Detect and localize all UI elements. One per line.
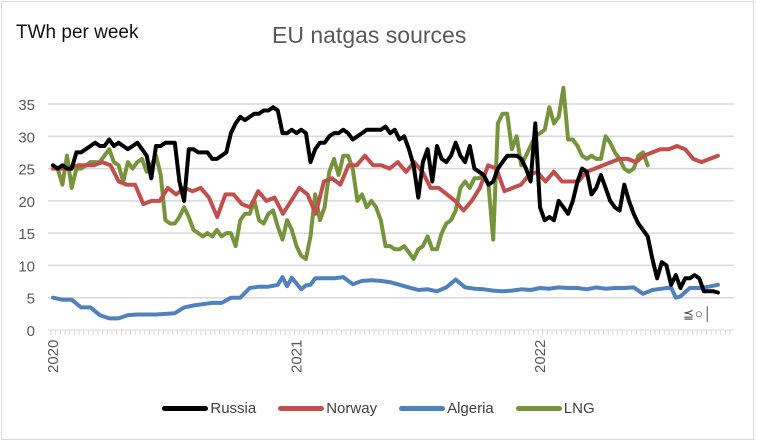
y-tick-label: 5 bbox=[27, 291, 35, 308]
y-tick-label: 15 bbox=[18, 226, 35, 243]
legend-label: Algeria bbox=[447, 400, 494, 417]
y-tick-label: 30 bbox=[18, 129, 35, 146]
legend-swatch-algeria bbox=[399, 406, 446, 411]
series-line-lng bbox=[51, 85, 650, 261]
legend-item-lng: LNG bbox=[515, 400, 595, 417]
legend-swatch-russia bbox=[162, 406, 209, 411]
y-tick-label: 10 bbox=[18, 258, 35, 275]
legend-label: LNG bbox=[563, 400, 595, 417]
y-axis-label: TWh per week bbox=[16, 22, 139, 43]
y-tick-label: 25 bbox=[18, 162, 35, 179]
series-line-norway bbox=[51, 144, 720, 219]
y-tick-label: 35 bbox=[18, 97, 35, 114]
watermark-icons: ⪳○│ bbox=[683, 306, 713, 321]
x-tick-label: 2021 bbox=[289, 340, 306, 373]
y-axis-ticks: 0 5 10 15 20 25 30 35 bbox=[18, 97, 35, 340]
x-tick-label: 2022 bbox=[532, 340, 549, 373]
legend-label: Russia bbox=[210, 400, 257, 417]
chart-title: EU natgas sources bbox=[272, 22, 467, 48]
series-lines bbox=[51, 85, 720, 321]
legend-swatch-lng bbox=[515, 406, 562, 411]
x-axis: 2020 2021 2022 bbox=[45, 329, 734, 373]
y-tick-label: 20 bbox=[18, 194, 35, 211]
legend: Russia Norway Algeria LNG bbox=[0, 400, 757, 417]
legend-label: Norway bbox=[326, 400, 378, 417]
legend-swatch-norway bbox=[278, 406, 325, 411]
x-tick-label: 2020 bbox=[45, 340, 62, 373]
legend-item-algeria: Algeria bbox=[399, 400, 494, 417]
series-line-algeria bbox=[51, 275, 720, 321]
legend-item-norway: Norway bbox=[278, 400, 377, 417]
legend-item-russia: Russia bbox=[162, 400, 256, 417]
series-line-russia bbox=[51, 105, 720, 295]
y-tick-label: 0 bbox=[27, 323, 35, 340]
